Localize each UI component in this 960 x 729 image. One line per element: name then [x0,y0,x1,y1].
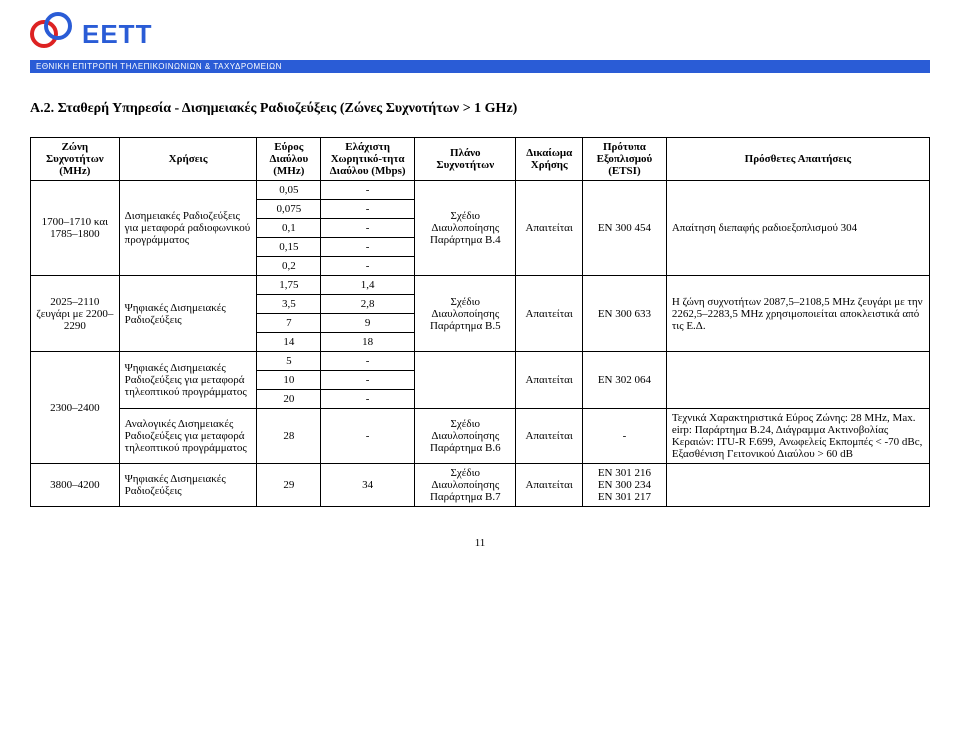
col-extra: Πρόσθετες Απαιτήσεις [666,138,929,181]
cell-width: 28 [257,409,321,464]
col-uses: Χρήσεις [119,138,257,181]
cell-width: 0,075 [257,200,321,219]
brand-header: EETT [30,12,930,56]
cell-band: 3800–4200 [31,464,120,507]
cell-cap: 18 [321,333,415,352]
cell-extra [666,352,929,409]
col-right: Δικαίωμα Χρήσης [516,138,583,181]
cell-band: 2025–2110 ζευγάρι με 2200–2290 [31,276,120,352]
table-row: 1700–1710 και 1785–1800 Δισημειακές Ραδι… [31,181,930,200]
cell-etsi: EN 300 633 [583,276,667,352]
cell-cap: - [321,200,415,219]
col-cap: Ελάχιστη Χωρητικό-τητα Διαύλου (Mbps) [321,138,415,181]
table-row: 3800–4200 Ψηφιακές Δισημειακές Ραδιοζεύξ… [31,464,930,507]
table-row: Αναλογικές Δισημειακές Ραδιοζεύξεις για … [31,409,930,464]
cell-use: Ψηφιακές Δισημειακές Ραδιοζεύξεις [119,276,257,352]
cell-cap: - [321,181,415,200]
cell-cap: 9 [321,314,415,333]
logo-icon [30,12,74,56]
cell-cap: - [321,371,415,390]
cell-extra: Τεχνικά Χαρακτηριστικά Εύρος Ζώνης: 28 M… [666,409,929,464]
cell-width: 14 [257,333,321,352]
cell-right: Απαιτείται [516,464,583,507]
cell-extra [666,464,929,507]
cell-plan: Σχέδιο Διαυλοποίησης Παράρτημα Β.6 [415,409,516,464]
cell-cap: - [321,257,415,276]
cell-cap: - [321,352,415,371]
col-etsi: Πρότυπα Εξοπλισμού (ETSI) [583,138,667,181]
cell-right: Απαιτείται [516,181,583,276]
cell-width: 0,1 [257,219,321,238]
cell-cap: - [321,409,415,464]
cell-width: 1,75 [257,276,321,295]
cell-band: 1700–1710 και 1785–1800 [31,181,120,276]
brand-wordmark: EETT [82,19,152,50]
cell-plan: Σχέδιο Διαυλοποίησης Παράρτημα Β.5 [415,276,516,352]
cell-etsi: - [583,409,667,464]
cell-plan: Σχέδιο Διαυλοποίησης Παράρτημα Β.4 [415,181,516,276]
cell-width: 7 [257,314,321,333]
cell-width: 0,2 [257,257,321,276]
cell-cap: - [321,238,415,257]
cell-use: Ψηφιακές Δισημειακές Ραδιοζεύξεις [119,464,257,507]
cell-cap: 2,8 [321,295,415,314]
cell-band: 2300–2400 [31,352,120,464]
cell-width: 5 [257,352,321,371]
table-row: 2300–2400 Ψηφιακές Δισημειακές Ραδιοζεύξ… [31,352,930,371]
cell-use: Αναλογικές Δισημειακές Ραδιοζεύξεις για … [119,409,257,464]
cell-use: Ψηφιακές Δισημειακές Ραδιοζεύξεις για με… [119,352,257,409]
cell-cap: - [321,390,415,409]
cell-right: Απαιτείται [516,409,583,464]
section-title: Α.2. Σταθερή Υπηρεσία - Δισημειακές Ραδι… [30,101,930,117]
cell-plan: Σχέδιο Διαυλοποίησης Παράρτημα Β.7 [415,464,516,507]
cell-right: Απαιτείται [516,352,583,409]
cell-right: Απαιτείται [516,276,583,352]
cell-cap: 34 [321,464,415,507]
page-number: 11 [30,537,930,549]
frequency-table: Ζώνη Συχνοτήτων (MHz) Χρήσεις Εύρος Διαύ… [30,137,930,507]
cell-plan [415,352,516,409]
cell-width: 0,05 [257,181,321,200]
table-header-row: Ζώνη Συχνοτήτων (MHz) Χρήσεις Εύρος Διαύ… [31,138,930,181]
cell-etsi: EN 302 064 [583,352,667,409]
col-plan: Πλάνο Συχνοτήτων [415,138,516,181]
col-width: Εύρος Διαύλου (MHz) [257,138,321,181]
cell-width: 0,15 [257,238,321,257]
cell-width: 29 [257,464,321,507]
brand-tagline: ΕΘΝΙΚΗ ΕΠΙΤΡΟΠΗ ΤΗΛΕΠΙΚΟΙΝΩΝΙΩΝ & ΤΑΧΥΔΡ… [30,60,930,73]
cell-cap: 1,4 [321,276,415,295]
cell-etsi: EN 301 216 EN 300 234 EN 301 217 [583,464,667,507]
cell-extra: Απαίτηση διεπαφής ραδιοεξοπλισμού 304 [666,181,929,276]
cell-width: 20 [257,390,321,409]
cell-use: Δισημειακές Ραδιοζεύξεις για μεταφορά ρα… [119,181,257,276]
col-band: Ζώνη Συχνοτήτων (MHz) [31,138,120,181]
cell-width: 3,5 [257,295,321,314]
cell-etsi: EN 300 454 [583,181,667,276]
cell-width: 10 [257,371,321,390]
cell-cap: - [321,219,415,238]
cell-extra: Η ζώνη συχνοτήτων 2087,5–2108,5 MHz ζευγ… [666,276,929,352]
table-row: 2025–2110 ζευγάρι με 2200–2290 Ψηφιακές … [31,276,930,295]
